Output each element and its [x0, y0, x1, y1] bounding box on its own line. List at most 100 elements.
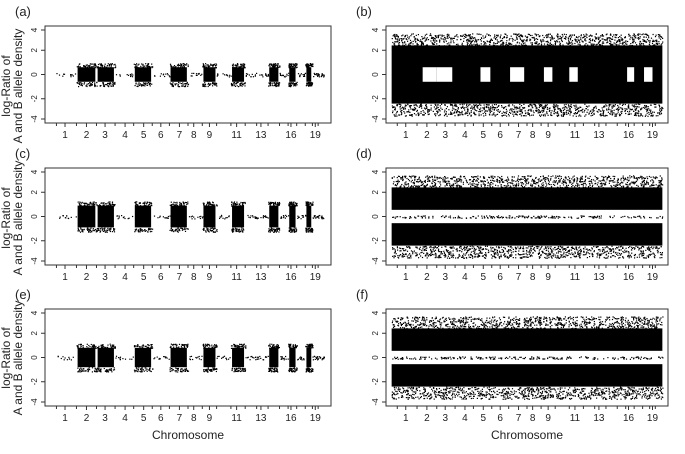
data-point [642, 252, 644, 254]
data-point [556, 33, 559, 35]
data-point [80, 84, 82, 86]
data-point [410, 181, 412, 183]
data-point [142, 64, 144, 67]
data-point [507, 105, 509, 107]
data-point [599, 110, 601, 112]
data-point [99, 66, 101, 69]
data-point [502, 249, 504, 251]
data-point [421, 42, 423, 44]
data-point [311, 64, 313, 66]
data-point [517, 181, 519, 183]
data-point [584, 39, 586, 41]
data-point [472, 181, 474, 183]
data-point [529, 40, 531, 42]
data-point [630, 36, 632, 38]
data-point [567, 112, 569, 114]
data-point [443, 40, 445, 42]
data-point [278, 204, 280, 206]
data-point [491, 187, 493, 189]
data-point [569, 114, 571, 116]
gap-region [569, 67, 578, 82]
data-point [456, 105, 458, 108]
data-point [398, 175, 401, 178]
data-point [635, 37, 637, 39]
data-point [601, 107, 603, 109]
data-point [429, 176, 431, 179]
data-point [641, 181, 643, 183]
data-point [421, 181, 423, 183]
data-point [310, 85, 313, 87]
data-point [404, 255, 406, 257]
data-point [525, 115, 527, 117]
data-point [611, 180, 613, 182]
data-point [182, 228, 184, 230]
data-point [474, 109, 476, 111]
data-point [448, 44, 450, 46]
data-point [488, 113, 491, 115]
data-point [96, 205, 98, 207]
data-point [78, 65, 80, 67]
data-point [397, 41, 399, 43]
data-point [456, 179, 458, 181]
data-point [474, 104, 476, 106]
data-point [646, 33, 648, 35]
data-point [611, 45, 613, 47]
data-point [315, 73, 317, 76]
data-point [268, 230, 270, 232]
data-point [134, 204, 137, 206]
data-point [505, 179, 508, 181]
data-point [644, 33, 646, 35]
data-point [522, 253, 524, 255]
data-point [659, 182, 661, 184]
data-point [318, 74, 320, 76]
data-point [505, 108, 507, 110]
data-point [485, 45, 487, 47]
data-point [507, 44, 509, 47]
data-point [546, 106, 549, 109]
gap-region [644, 67, 653, 82]
data-point [92, 204, 94, 206]
data-point [420, 111, 422, 113]
data-point [248, 216, 250, 218]
data-point [445, 40, 447, 42]
data-point [579, 181, 581, 183]
data-point [539, 180, 542, 182]
data-point [500, 40, 502, 42]
data-point [624, 37, 626, 39]
data-point [641, 177, 643, 179]
data-point [506, 186, 508, 188]
data-point [393, 176, 395, 178]
data-point [275, 229, 277, 231]
data-point [439, 40, 441, 42]
data-point [209, 202, 211, 204]
data-point [422, 248, 424, 250]
data-point [507, 183, 509, 185]
data-point [135, 203, 137, 205]
data-point [294, 66, 296, 68]
data-point [545, 178, 547, 181]
data-point [578, 252, 580, 254]
data-point [78, 230, 80, 232]
data-point [447, 37, 449, 39]
data-point [625, 43, 627, 45]
data-point [429, 180, 431, 182]
data-point [137, 85, 139, 87]
data-point [484, 186, 486, 188]
data-point [104, 66, 106, 68]
data-point [505, 111, 507, 113]
data-point [176, 202, 178, 204]
data-point [298, 216, 300, 218]
data-point [543, 184, 545, 186]
data-point [261, 74, 264, 76]
data-point [543, 36, 545, 39]
data-point [288, 67, 290, 69]
data-point [524, 42, 526, 44]
data-point [180, 66, 182, 68]
data-point [560, 110, 563, 112]
data-point [567, 187, 569, 189]
data-point [184, 227, 186, 229]
data-point [589, 41, 591, 43]
data-point [659, 113, 661, 116]
data-point [426, 257, 428, 259]
